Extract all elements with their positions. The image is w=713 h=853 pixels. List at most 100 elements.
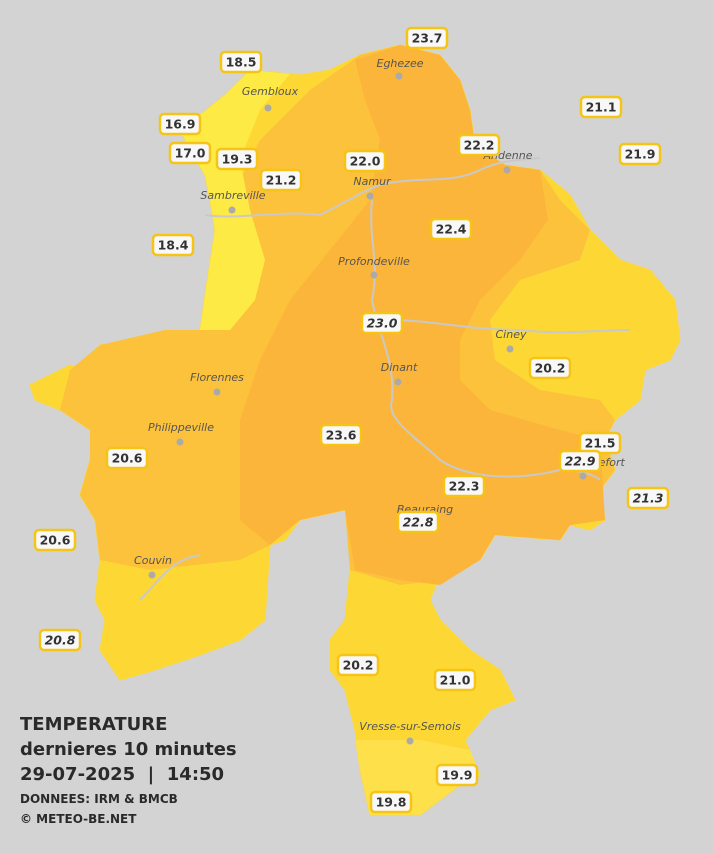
city-dot xyxy=(406,737,414,745)
stations: 23.7 18.5 21.1 16.9 22.2 17.0 19.3 22.0 21.9 21.2… xyxy=(33,26,670,814)
station: 22.4 xyxy=(429,217,473,241)
station-box xyxy=(618,142,662,166)
footer-copyright: © METEO-BE.NET xyxy=(20,812,137,826)
station-box xyxy=(457,133,501,157)
station-value: 20.6 xyxy=(112,451,143,466)
station-box xyxy=(626,486,670,510)
city-dot xyxy=(506,345,514,353)
station-value: 20.8 xyxy=(45,633,76,648)
station: 22.8 xyxy=(396,510,440,534)
station-box xyxy=(158,112,202,136)
station-box xyxy=(319,423,363,447)
station-value: 21.0 xyxy=(440,673,471,688)
station-box xyxy=(396,510,440,534)
cool-zone xyxy=(175,70,290,330)
station: 21.1 xyxy=(579,95,623,119)
station-value: 20.2 xyxy=(535,361,566,376)
city-dot xyxy=(370,271,378,279)
station: 20.6 xyxy=(105,446,149,470)
station-value: 22.4 xyxy=(436,222,467,237)
cities: EghezeeGemblouxAndenneNamurSambrevillePr… xyxy=(134,57,625,745)
station-box xyxy=(168,141,212,165)
station: 22.9 xyxy=(558,449,602,473)
station-value: 21.3 xyxy=(633,491,664,506)
station: 22.3 xyxy=(442,474,486,498)
city-dot xyxy=(213,388,221,396)
station: 21.5 xyxy=(578,431,622,455)
station: 19.9 xyxy=(435,763,479,787)
station-box xyxy=(435,763,479,787)
station-box xyxy=(360,311,404,335)
station: 18.5 xyxy=(219,50,263,74)
station-box xyxy=(558,449,602,473)
city-dot xyxy=(264,104,272,112)
station-value: 18.4 xyxy=(158,238,189,253)
station-box xyxy=(151,233,195,257)
station-box xyxy=(429,217,473,241)
city-label: Dinant xyxy=(381,361,418,374)
station: 16.9 xyxy=(158,112,202,136)
station-value: 22.9 xyxy=(565,454,596,469)
city-label: Florennes xyxy=(190,371,244,384)
city-dot xyxy=(395,72,403,80)
station: 21.2 xyxy=(259,168,303,192)
station-box xyxy=(219,50,263,74)
river xyxy=(204,157,541,218)
station-box xyxy=(442,474,486,498)
river xyxy=(389,319,631,334)
station-value: 21.2 xyxy=(266,173,297,188)
station: 23.6 xyxy=(319,423,363,447)
footer-subtitle: dernieres 10 minutes xyxy=(20,739,237,760)
station: 19.8 xyxy=(369,790,413,814)
station-value: 23.7 xyxy=(412,31,443,46)
city-dot xyxy=(503,166,511,174)
station: 23.0 xyxy=(360,311,404,335)
station-box xyxy=(259,168,303,192)
station: 20.6 xyxy=(33,528,77,552)
station-value: 19.9 xyxy=(442,768,473,783)
station-box xyxy=(579,95,623,119)
city-label: Namur xyxy=(353,175,392,188)
station: 19.3 xyxy=(215,147,259,171)
station: 21.3 xyxy=(626,486,670,510)
station-box xyxy=(528,356,572,380)
city-label: Philippeville xyxy=(148,421,214,434)
station: 21.9 xyxy=(618,142,662,166)
city-label: Sambreville xyxy=(200,189,265,202)
footer-title: TEMPERATURE xyxy=(20,714,167,735)
station: 20.8 xyxy=(38,628,82,652)
station-value: 21.5 xyxy=(585,436,616,451)
station-value: 23.6 xyxy=(326,428,357,443)
station-box xyxy=(215,147,259,171)
station-value: 22.0 xyxy=(350,154,381,169)
station-value: 20.6 xyxy=(40,533,71,548)
station-box xyxy=(105,446,149,470)
station-value: 19.3 xyxy=(222,152,253,167)
station: 23.7 xyxy=(405,26,449,50)
city-dot xyxy=(394,378,402,386)
city-label: Ciney xyxy=(496,328,527,341)
city-dot xyxy=(579,472,587,480)
city-dot xyxy=(228,206,236,214)
station-box xyxy=(433,668,477,692)
city-dot xyxy=(366,192,374,200)
station: 17.0 xyxy=(168,141,212,165)
station-value: 19.8 xyxy=(376,795,407,810)
station-value: 17.0 xyxy=(175,146,206,161)
footer-source: DONNEES: IRM & BMCB xyxy=(20,792,178,806)
station-value: 22.2 xyxy=(464,138,495,153)
station-box xyxy=(343,149,387,173)
station-box xyxy=(33,528,77,552)
city-label: Gembloux xyxy=(242,85,299,98)
station-value: 23.0 xyxy=(367,316,398,331)
city-label: Eghezee xyxy=(377,57,424,70)
river xyxy=(139,554,201,601)
city-label: Vresse-sur-Semois xyxy=(359,720,461,733)
station-value: 22.3 xyxy=(449,479,480,494)
station: 20.2 xyxy=(528,356,572,380)
city-label: Couvin xyxy=(134,554,172,567)
footer-datetime: 29-07-2025 | 14:50 xyxy=(20,764,224,785)
station-box xyxy=(336,653,380,677)
